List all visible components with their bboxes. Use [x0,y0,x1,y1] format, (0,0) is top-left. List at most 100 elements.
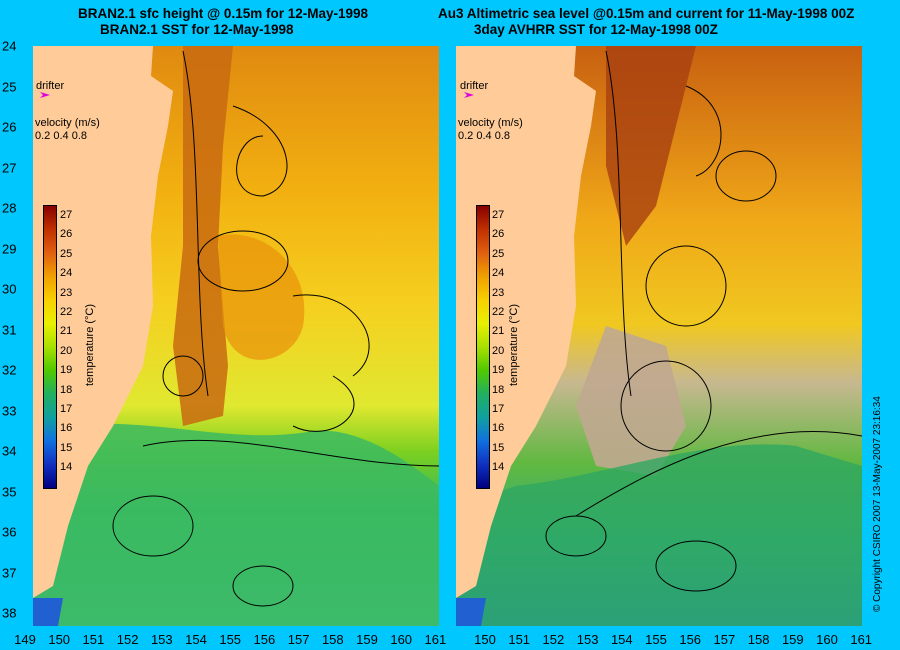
right-drifter-label: drifter [460,80,489,92]
colorbar-label: 14 [60,461,73,474]
colorbar-label: 17 [492,403,505,415]
colorbar-label: 19 [492,364,505,377]
colorbar-label: 26 [492,228,505,241]
longitude-tick: 150 [474,632,496,647]
right-temperature-colorbar [476,205,490,489]
longitude-tick: 151 [508,632,531,647]
latitude-tick: 34 [2,443,17,459]
longitude-tick: 151 [82,632,105,647]
sea-level-contours [112,50,439,607]
warm-current-core [606,46,696,246]
colorbar-label: 21 [492,325,505,338]
latitude-tick: 24 [2,38,17,54]
colorbar-label: 14 [492,461,505,474]
land [456,46,596,598]
left-title-line2: BRAN2.1 SST for 12-May-1998 [100,22,294,37]
longitude-tick: 150 [48,632,71,647]
longitude-tick: 153 [150,632,173,647]
latitude-tick: 37 [2,565,17,580]
colorbar-label: 23 [60,286,73,299]
latitude-tick: 29 [2,241,17,256]
copyright-notice: © Copyright CSIRO 2007 13-May-2007 23:16… [872,396,883,612]
colorbar-label: 23 [492,286,505,299]
longitude-tick: 160 [390,632,413,647]
colorbar-label: 26 [60,228,73,241]
colorbar-label: 19 [60,364,73,377]
latitude-tick: 28 [2,200,17,216]
left-temperature-colorbar [43,205,57,489]
colorbar-label: 16 [60,422,73,435]
longitude-tick: 157 [713,632,736,647]
left-title-line1: BRAN2.1 sfc height @ 0.15m for 12-May-19… [78,6,369,21]
land [33,46,173,598]
warm-current-core [173,46,233,426]
longitude-tick: 156 [253,632,276,647]
right-title-line1: Au3 Altimetric sea level @0.15m and curr… [438,6,855,21]
right-velocity-label: velocity (m/s) [458,117,523,129]
longitude-tick: 159 [781,632,804,647]
longitude-tick: 152 [116,632,139,647]
land-south-strip [33,598,63,626]
longitude-tick: 152 [542,632,565,647]
left-velocity-scale: 0.2 0.4 0.8 [35,130,87,142]
latitude-tick: 35 [2,484,17,499]
right-title-line2: 3day AVHRR SST for 12-May-1998 00Z [474,22,718,37]
right-map-svg [456,46,862,626]
longitude-tick: 158 [747,632,770,647]
longitude-tick: 154 [610,632,633,647]
colorbar-label: 24 [60,267,73,280]
colorbar-label: 18 [492,383,505,396]
colorbar-label: 25 [60,247,73,260]
left-drifter-marker [40,92,50,98]
cool-water-south [456,444,862,626]
warm-eddy [218,234,305,360]
colorbar-label: 17 [60,403,73,415]
longitude-tick: 158 [321,632,344,647]
latitude-tick: 32 [2,362,17,378]
left-velocity-label: velocity (m/s) [35,117,100,129]
latitude-tick: 26 [2,119,17,135]
latitude-tick: 25 [2,79,17,94]
latitude-tick: 30 [2,281,17,297]
longitude-tick: 161 [850,632,873,647]
colorbar-label: 20 [492,344,505,357]
left-map-svg [33,46,439,626]
latitude-tick: 27 [2,160,17,175]
longitude-tick: 149 [14,632,36,647]
colorbar-label: 18 [60,383,73,396]
left-drifter-label: drifter [36,80,65,92]
right-drifter-marker [464,92,474,98]
colorbar-label: 20 [60,344,73,357]
longitude-tick: 154 [185,632,207,647]
right-velocity-scale: 0.2 0.4 0.8 [458,130,510,142]
left-colorbar-title: temperature (°C) [84,303,96,386]
longitude-tick: 161 [424,632,447,647]
latitude-tick: 38 [2,605,17,621]
longitude-tick: 153 [576,632,599,647]
sea-level-contours [545,50,862,592]
colorbar-label: 27 [60,209,73,221]
colorbar-label: 16 [492,422,505,435]
longitude-tick: 156 [679,632,702,647]
longitude-tick: 155 [219,632,242,647]
right-map-panel [456,46,862,626]
land-south-strip [456,598,486,626]
right-colorbar-title: temperature (°C) [508,303,520,386]
longitude-tick: 157 [287,632,310,647]
cloud-masked-area [576,326,686,476]
colorbar-label: 15 [492,441,505,454]
colorbar-label: 25 [492,247,505,260]
longitude-tick: 159 [356,632,378,647]
colorbar-label: 15 [60,441,73,454]
colorbar-label: 22 [492,306,505,318]
cool-water-south [33,423,439,626]
colorbar-label: 24 [492,267,505,280]
colorbar-label: 22 [60,306,73,318]
latitude-tick: 31 [2,322,17,337]
longitude-tick: 155 [645,632,667,647]
longitude-tick: 160 [816,632,838,647]
colorbar-label: 27 [492,209,505,221]
latitude-tick: 33 [2,403,17,418]
latitude-tick: 36 [2,524,17,540]
colorbar-label: 21 [60,325,73,338]
